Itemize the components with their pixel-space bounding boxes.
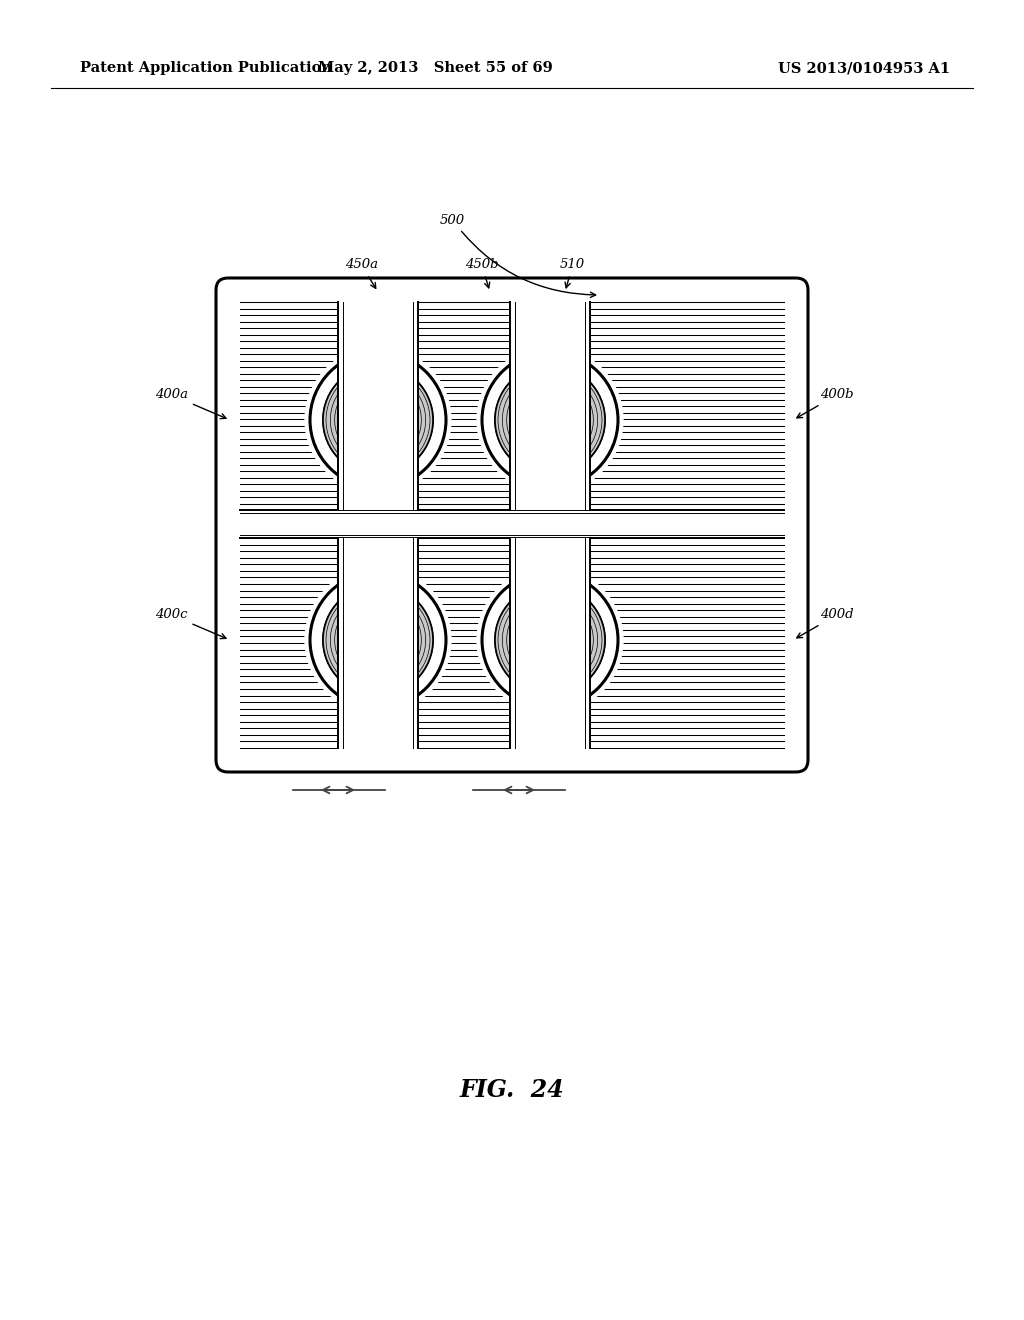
Circle shape bbox=[358, 400, 398, 440]
Text: 400b: 400b bbox=[797, 388, 854, 418]
Circle shape bbox=[514, 605, 586, 676]
Bar bbox=[240, 510, 784, 539]
Circle shape bbox=[342, 605, 414, 676]
Text: US 2013/0104953 A1: US 2013/0104953 A1 bbox=[778, 61, 950, 75]
Text: 500: 500 bbox=[440, 214, 596, 297]
Bar bbox=[510, 539, 590, 748]
Bar bbox=[510, 302, 590, 510]
Circle shape bbox=[477, 347, 623, 492]
Bar bbox=[338, 302, 418, 510]
Bar bbox=[338, 539, 418, 748]
Circle shape bbox=[495, 585, 605, 696]
Bar bbox=[338, 539, 418, 748]
FancyBboxPatch shape bbox=[216, 279, 808, 772]
Bar bbox=[338, 302, 418, 510]
Circle shape bbox=[477, 568, 623, 713]
Text: Patent Application Publication: Patent Application Publication bbox=[80, 61, 332, 75]
Circle shape bbox=[530, 620, 570, 660]
Text: 400d: 400d bbox=[797, 609, 854, 638]
Bar bbox=[510, 302, 590, 510]
Circle shape bbox=[530, 400, 570, 440]
Text: FIG.  24: FIG. 24 bbox=[460, 1078, 564, 1102]
Text: 510: 510 bbox=[560, 259, 585, 288]
Bar bbox=[510, 539, 590, 748]
Text: 450b: 450b bbox=[465, 259, 499, 288]
Circle shape bbox=[495, 366, 605, 475]
Circle shape bbox=[342, 384, 414, 455]
Circle shape bbox=[514, 384, 586, 455]
Text: 400c: 400c bbox=[155, 609, 226, 639]
Circle shape bbox=[358, 620, 398, 660]
Circle shape bbox=[305, 568, 451, 713]
Circle shape bbox=[323, 585, 433, 696]
Circle shape bbox=[323, 366, 433, 475]
Text: 400a: 400a bbox=[155, 388, 226, 418]
Text: May 2, 2013   Sheet 55 of 69: May 2, 2013 Sheet 55 of 69 bbox=[317, 61, 552, 75]
Circle shape bbox=[305, 347, 451, 492]
Text: 450a: 450a bbox=[345, 259, 378, 288]
